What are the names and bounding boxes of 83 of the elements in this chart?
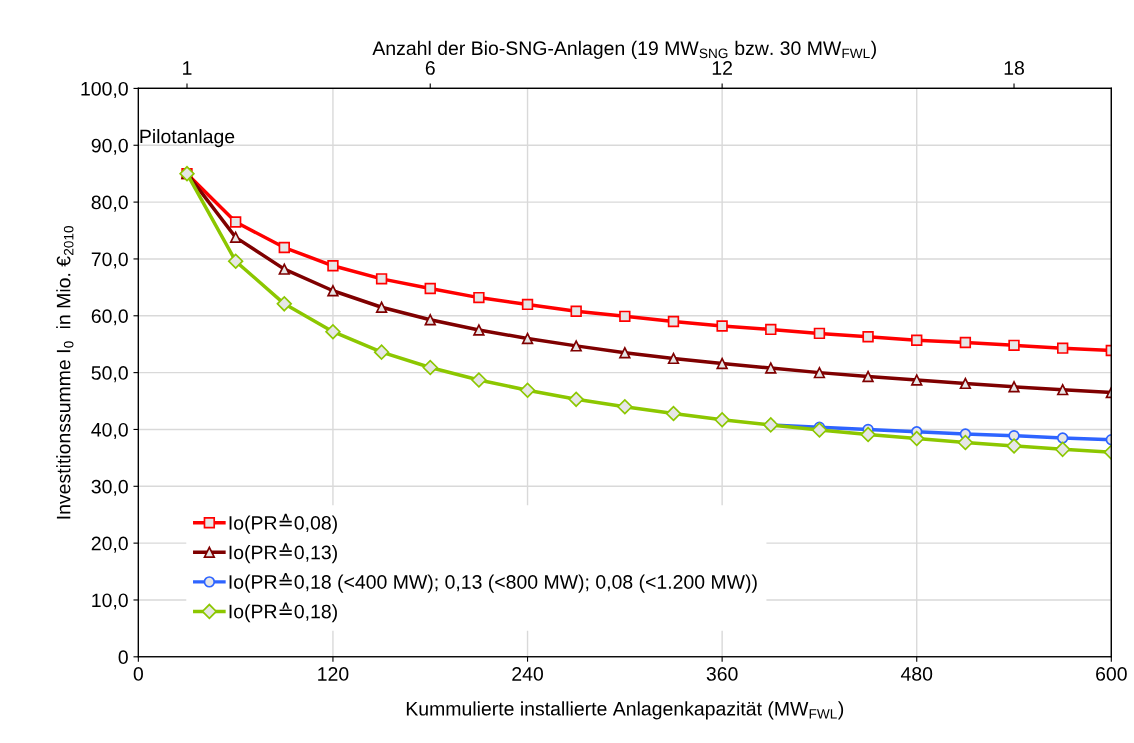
y-tick-label: 40,0: [91, 422, 128, 439]
legend-label: Io(PR≙0,08): [229, 513, 337, 534]
x-tick-label: 600: [1096, 667, 1127, 681]
point: [959, 377, 972, 390]
point: [227, 253, 244, 269]
point: [860, 426, 876, 443]
x2-axis-title: Anzahl der Bio-SNG-Anlagen (19 MW$_{SNG}$ bzw. 30 MW$_{FWL}$): [372, 40, 876, 59]
x-tick-label: 120: [318, 667, 349, 681]
x-tick-label: 480: [900, 667, 933, 681]
point: [276, 296, 293, 312]
point: [909, 430, 925, 447]
point: [619, 347, 631, 359]
point: [716, 357, 728, 370]
y-tick-label: 90,0: [91, 138, 128, 155]
point: [716, 320, 728, 332]
y-tick-label: 70,0: [91, 252, 128, 269]
point: [1008, 339, 1020, 352]
point: [619, 310, 631, 323]
point: [570, 340, 582, 352]
y-axis-title: Investitionssumme I$_{0}$ in Mio. €$_{2010}$: [56, 225, 74, 519]
point: [667, 315, 680, 328]
x2-tick-label: 12: [712, 61, 732, 75]
point: [811, 422, 828, 438]
point: [665, 405, 682, 422]
point: [765, 323, 777, 336]
y-tick-label: 100,0: [81, 81, 128, 98]
point: [911, 334, 923, 346]
x-tick-label: 0: [133, 667, 143, 681]
point: [714, 412, 730, 428]
legend-label: Io(PR≙0,13): [229, 543, 337, 564]
point: [1056, 383, 1069, 396]
point: [862, 370, 874, 383]
point: [424, 314, 436, 326]
point: [568, 391, 584, 408]
point: [229, 216, 242, 228]
point: [1056, 432, 1069, 444]
point: [424, 282, 436, 295]
x2-tick-label: 18: [1004, 61, 1024, 75]
point: [570, 305, 582, 317]
legend-label: Io(PR≙0,18 (<400 MW); 0,13 (<800 MW); 0,08 (<1.200 MW)): [229, 572, 757, 593]
point: [911, 374, 923, 386]
point: [1056, 342, 1069, 354]
y-tick-label: 0: [118, 650, 128, 665]
point: [667, 352, 680, 365]
annotation: Pilotanlage: [140, 129, 235, 148]
point: [862, 331, 874, 343]
point: [473, 291, 485, 304]
point: [229, 231, 242, 244]
point: [373, 344, 390, 360]
point: [957, 434, 974, 451]
point: [959, 336, 972, 349]
point: [471, 372, 487, 388]
y-tick-label: 80,0: [91, 195, 128, 212]
y-tick-label: 60,0: [91, 309, 128, 326]
x-tick-label: 240: [512, 667, 543, 681]
point: [765, 362, 777, 374]
point: [1006, 438, 1022, 454]
point: [325, 323, 341, 340]
y-tick-label: 30,0: [91, 479, 128, 496]
point: [422, 359, 438, 376]
point: [1054, 441, 1071, 458]
point: [278, 263, 290, 275]
point: [278, 241, 290, 254]
point: [521, 332, 534, 345]
point: [617, 399, 633, 415]
point: [813, 327, 826, 340]
point: [473, 324, 485, 336]
x2-tick-label: 1: [183, 61, 192, 75]
point: [1008, 381, 1020, 393]
point: [375, 301, 388, 313]
point: [327, 285, 339, 297]
legend-label: Io(PR≙0,18): [229, 602, 337, 623]
y-tick-label: 10,0: [92, 593, 128, 610]
point: [519, 382, 536, 398]
point: [813, 366, 826, 379]
x-axis-title: Kummulierte installierte Anlagenkapazität (MW$_{FWL}$): [406, 701, 844, 720]
x-tick-label: 360: [706, 667, 738, 681]
x2-tick-label: 6: [425, 61, 435, 75]
point: [521, 298, 534, 311]
y-tick-label: 20,0: [91, 536, 128, 553]
y-tick-label: 50,0: [91, 366, 128, 383]
point: [375, 273, 388, 285]
point: [327, 260, 339, 272]
